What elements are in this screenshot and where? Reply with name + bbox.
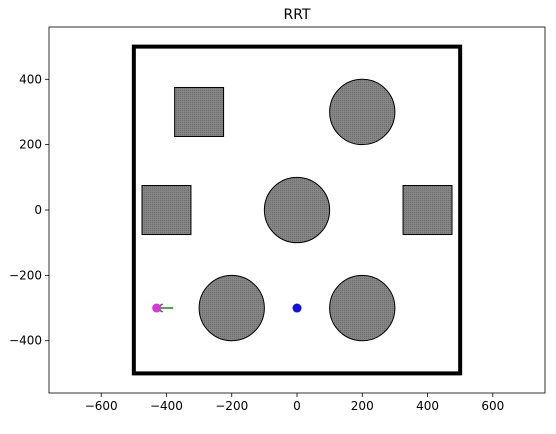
x-tick-label: −200 xyxy=(215,399,248,413)
obstacle-square-4 xyxy=(403,185,452,234)
obstacle-circle-1 xyxy=(330,79,395,144)
y-tick-label: −400 xyxy=(9,334,42,348)
y-tick-label: 200 xyxy=(19,138,42,152)
y-tick-label: 0 xyxy=(34,203,42,217)
x-tick-label: 0 xyxy=(293,399,301,413)
x-tick-label: 400 xyxy=(416,399,439,413)
y-axis-ticks: −400 −200 0 200 400 xyxy=(9,72,49,347)
obstacle-square-2 xyxy=(142,185,191,234)
chart-title: RRT xyxy=(284,7,311,23)
start-point xyxy=(152,304,161,313)
goal-point xyxy=(293,304,302,313)
x-tick-label: 600 xyxy=(481,399,504,413)
obstacle-circle-3 xyxy=(264,177,329,242)
obstacle-circle-6 xyxy=(330,275,395,340)
obstacle-square-0 xyxy=(175,87,224,136)
y-tick-label: 400 xyxy=(19,72,42,86)
obstacle-circle-5 xyxy=(199,275,264,340)
x-tick-label: 200 xyxy=(351,399,374,413)
x-axis-ticks: −600 −400 −200 0 200 400 600 xyxy=(85,393,505,413)
x-tick-label: −600 xyxy=(85,399,118,413)
x-tick-label: −400 xyxy=(150,399,183,413)
y-tick-label: −200 xyxy=(9,268,42,282)
